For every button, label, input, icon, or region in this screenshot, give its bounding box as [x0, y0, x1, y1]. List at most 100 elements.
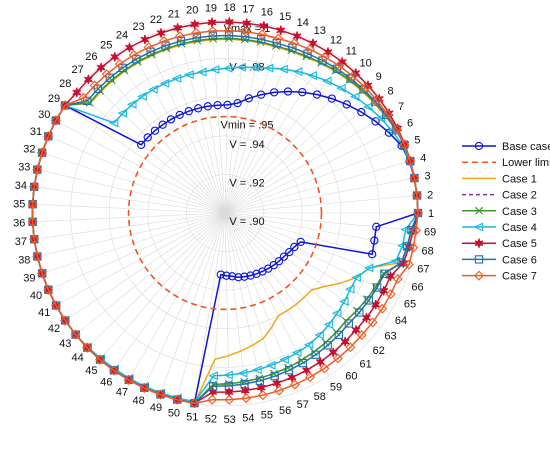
data-point: [256, 90, 266, 99]
data-point: [240, 26, 251, 37]
data-point: [370, 236, 379, 245]
data-point: [327, 94, 336, 103]
bus-label: 42: [48, 323, 60, 335]
bus-label: 60: [345, 371, 357, 383]
bus-label: 16: [261, 6, 273, 18]
data-point: [474, 238, 484, 248]
bus-label: 49: [150, 402, 162, 414]
data-point: [240, 272, 249, 281]
data-point: [372, 95, 382, 106]
bus-label: 37: [15, 236, 27, 248]
data-point: [321, 76, 332, 86]
data-point: [190, 19, 200, 30]
data-point: [37, 268, 48, 279]
data-point: [27, 199, 38, 210]
data-point: [404, 259, 414, 270]
data-point: [207, 26, 218, 37]
data-point: [334, 60, 345, 71]
legend-label: Case 6: [502, 254, 537, 266]
legend-label: Case 5: [502, 238, 537, 250]
legend-label: Case 4: [502, 222, 537, 234]
data-point: [140, 34, 150, 45]
data-point: [298, 358, 307, 368]
data-point: [155, 389, 166, 400]
bus-label: 10: [359, 57, 371, 69]
data-point: [279, 252, 289, 261]
data-point: [413, 208, 423, 218]
data-point: [407, 225, 416, 235]
grid-spoke: [224, 212, 418, 231]
data-point: [339, 296, 349, 306]
data-point: [392, 273, 403, 284]
legend-item: Case 3: [462, 206, 537, 218]
data-point: [101, 69, 112, 80]
data-point: [304, 44, 315, 55]
data-point: [194, 104, 203, 113]
data-point: [161, 41, 170, 50]
legend-item: Case 2: [462, 190, 537, 202]
bus-label: 6: [407, 117, 413, 129]
bus-label: 64: [395, 315, 407, 327]
bus-label: 30: [38, 109, 50, 121]
data-point: [474, 141, 484, 151]
bus-label: 35: [13, 199, 25, 211]
data-point: [285, 247, 294, 257]
bus-label: 24: [116, 30, 128, 42]
data-point: [192, 33, 201, 42]
data-point: [128, 50, 139, 61]
bus-label: 51: [186, 411, 198, 423]
ring-label: V = .90: [229, 216, 264, 228]
data-point: [405, 156, 416, 167]
grid-spoke: [86, 212, 226, 349]
data-point: [158, 36, 169, 47]
data-point: [241, 32, 250, 41]
data-point: [143, 42, 154, 53]
data-point: [344, 319, 354, 328]
data-point: [276, 25, 286, 35]
grid-spoke: [32, 203, 226, 214]
legend: Base case Lower limit Case 1 Case 2 Case 3 Ca…: [462, 141, 550, 283]
ring-label: V = .94: [229, 139, 264, 151]
grid-spoke: [86, 77, 226, 214]
data-point: [357, 107, 366, 117]
data-point: [174, 31, 185, 42]
data-point: [125, 42, 134, 53]
bus-label: 21: [168, 8, 180, 20]
data-point: [114, 59, 125, 69]
data-point: [334, 330, 343, 340]
data-point: [371, 117, 380, 126]
grid-spoke: [224, 71, 357, 214]
data-point: [234, 273, 243, 282]
bus-label: 69: [424, 227, 436, 239]
data-point: [166, 115, 176, 124]
data-point: [60, 315, 71, 326]
bus-label: 43: [59, 338, 71, 350]
data-point: [382, 109, 393, 120]
grid-spoke: [224, 212, 230, 406]
ring-label: V = .92: [229, 177, 264, 189]
data-point: [360, 82, 371, 93]
data-point: [223, 370, 233, 380]
data-point: [356, 330, 367, 341]
data-point: [363, 263, 374, 273]
data-point: [319, 363, 330, 374]
data-point: [385, 289, 396, 300]
data-point: [397, 258, 406, 267]
data-point: [184, 107, 193, 116]
series-line: [31, 29, 419, 405]
bus-label: 47: [116, 386, 128, 398]
data-point: [412, 190, 422, 201]
grid-spoke: [211, 20, 226, 214]
data-point: [274, 257, 284, 266]
bus-label: 2: [427, 189, 433, 201]
grid-ring: [108, 96, 342, 330]
data-point: [43, 131, 54, 142]
data-point: [331, 308, 342, 318]
bus-label: 63: [384, 331, 396, 343]
grid-spoke: [224, 20, 230, 214]
data-point: [332, 353, 343, 364]
data-point: [172, 394, 183, 405]
data-point: [259, 21, 269, 31]
data-point: [399, 258, 408, 268]
bus-label: 11: [346, 45, 357, 57]
